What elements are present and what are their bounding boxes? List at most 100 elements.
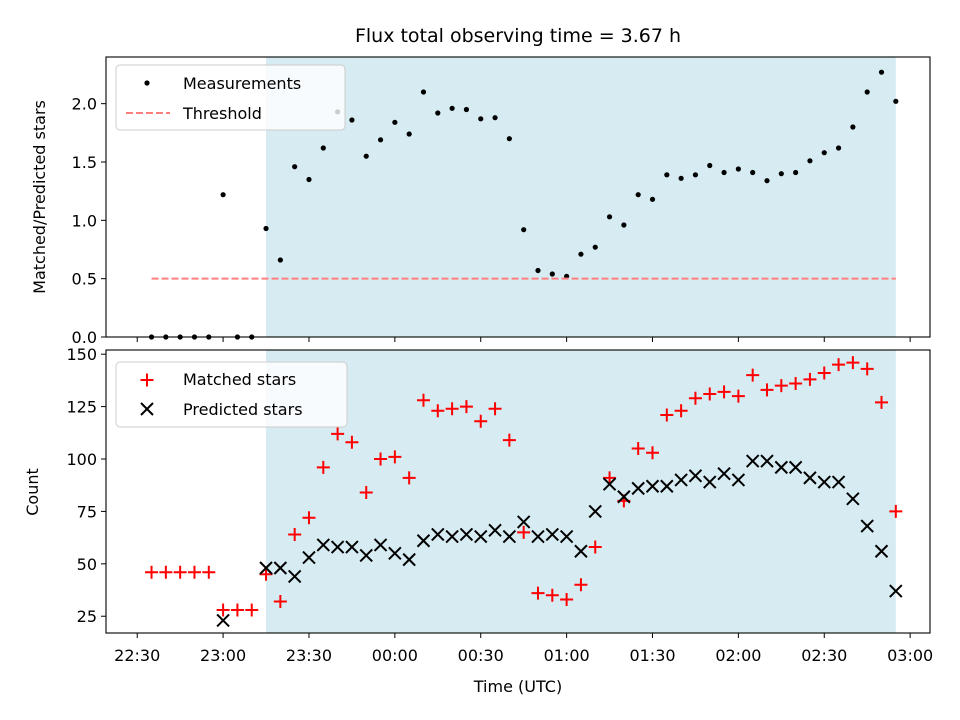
predicted-stars-point	[617, 490, 631, 504]
x-tick-label: 23:30	[286, 646, 332, 665]
measurements-point	[492, 115, 498, 121]
predicted-stars-point	[259, 561, 273, 575]
measurements-point	[306, 176, 312, 183]
predicted-stars-point	[774, 460, 789, 475]
legend-box-count	[115, 361, 348, 428]
measurements-point	[850, 124, 856, 130]
predicted-stars-point	[502, 529, 517, 544]
predicted-stars-point	[488, 523, 502, 537]
matched-stars-point	[774, 379, 788, 393]
measurements-point	[506, 136, 512, 142]
matched-stars-point	[560, 592, 574, 606]
matched-stars-point	[173, 565, 187, 579]
y-tick-label: 150	[66, 345, 97, 364]
matched-stars-point	[817, 366, 831, 380]
predicted-stars-point	[287, 569, 302, 584]
matched-stars-point	[388, 450, 402, 464]
matched-stars-point	[603, 471, 617, 485]
panel-ratio: 0.00.51.01.52.0 Matched/Predicted stars …	[30, 56, 931, 347]
legend-count: Matched stars Predicted stars	[115, 361, 348, 428]
y-tick-label: 1.0	[72, 211, 97, 230]
measurements-point	[793, 169, 799, 176]
predicted-stars-point	[817, 475, 831, 489]
matched-stars-point	[746, 368, 760, 382]
predicted-stars-point	[545, 527, 560, 542]
matched-stars-point	[316, 460, 330, 474]
measurements-point	[263, 225, 269, 232]
predicted-stars-point	[302, 550, 316, 565]
plot-frame-top	[105, 56, 931, 338]
predicted-stars-point	[359, 548, 373, 563]
predicted-stars-point	[645, 479, 660, 493]
y-tick-label: 0.0	[72, 328, 97, 347]
measurements-point	[406, 131, 412, 137]
matched-stars-point	[359, 486, 373, 500]
predicted-stars-point	[445, 529, 459, 544]
predicted-stars-point	[688, 469, 703, 483]
matched-stars-point	[331, 427, 345, 441]
y-ticks-ratio: 0.0 0.5 1.0 1.5 2.0	[72, 95, 106, 347]
x-tick-label: 02:00	[715, 646, 761, 665]
predicted-stars-point	[602, 477, 617, 491]
y-tick-label: 100	[66, 450, 97, 469]
matched-stars-point	[159, 565, 173, 579]
predicted-stars-point	[559, 529, 574, 544]
matched-stars-point	[474, 414, 488, 428]
matched-stars-point	[731, 389, 745, 403]
measurements-point	[664, 172, 670, 178]
matched-stars-point	[875, 395, 889, 409]
y-tick-label: 25	[77, 607, 97, 626]
matched-stars-point	[645, 446, 659, 460]
measurements-point	[807, 158, 813, 164]
predicted-stars-point	[745, 454, 760, 468]
measurements-point	[735, 166, 741, 172]
matched-stars-point	[631, 442, 645, 456]
matched-stars-point	[216, 603, 230, 617]
matched-stars-point	[789, 377, 803, 391]
measurements-point	[578, 251, 584, 257]
measurements-point	[649, 196, 656, 202]
measurements-point	[821, 150, 827, 156]
predicted-stars-point	[474, 529, 488, 544]
measurements-point	[521, 227, 527, 233]
legend-label-threshold: Threshold	[182, 104, 262, 123]
matched-stars-point	[459, 400, 473, 414]
shaded-interval-top	[266, 57, 896, 337]
measurements-point	[478, 116, 484, 122]
predicted-stars-point	[416, 534, 431, 548]
predicted-stars-point	[660, 479, 674, 493]
measurements-point	[320, 145, 326, 151]
matched-stars-point	[846, 356, 860, 370]
measurements-point	[692, 172, 699, 178]
x-tick-label: 00:30	[458, 646, 504, 665]
measurements-point	[392, 119, 398, 125]
legend-label-matched: Matched stars	[183, 370, 296, 389]
matched-stars-point	[374, 452, 388, 466]
matched-stars-point	[760, 383, 774, 397]
chart-title: Flux total observing time = 3.67 h	[355, 25, 681, 47]
predicted-stars-point	[631, 481, 645, 496]
x-tick-label: 01:00	[544, 646, 590, 665]
measurements-point	[463, 106, 470, 113]
legend-marker-matched	[140, 373, 154, 387]
matched-stars-point	[416, 393, 430, 407]
predicted-stars-point	[717, 466, 731, 481]
matched-stars-point	[717, 385, 731, 399]
x-tick-label: 02:30	[801, 646, 847, 665]
matched-stars-point	[302, 511, 316, 525]
y-tick-label: 0.5	[72, 270, 97, 289]
x-ticks-bottom: 22:30 23:00 23:30 00:00 00:30 01:00 01:30 02:00…	[114, 633, 933, 665]
y-tick-label: 1.5	[72, 153, 97, 172]
measurements-point	[678, 175, 684, 181]
predicted-stars-point	[216, 613, 230, 628]
measurements-point	[435, 110, 441, 116]
matched-stars-point	[502, 433, 516, 447]
matched-stars-point	[245, 603, 259, 617]
measurements-point	[277, 257, 283, 263]
matched-stars-point	[345, 435, 359, 449]
measurements-point	[835, 145, 842, 151]
measurements-point	[878, 69, 885, 75]
predicted-stars-point	[459, 527, 474, 542]
x-tick-label: 01:30	[629, 646, 675, 665]
legend-label-measurements: Measurements	[183, 74, 301, 93]
